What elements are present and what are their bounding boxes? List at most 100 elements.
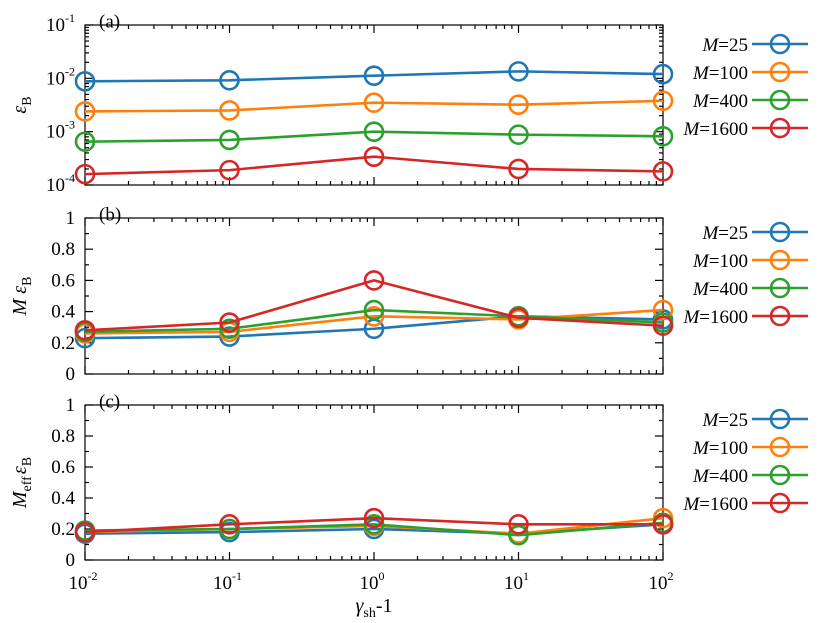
data-point (652, 90, 674, 112)
data-point (508, 61, 529, 82)
data-point (363, 514, 385, 535)
data-point (508, 124, 529, 145)
panel-c: (c) 0 0.2 0.4 0.6 0.8 1 10-2 10-1 100 101 102 MeffεB… (9, 391, 808, 621)
data-point (219, 312, 240, 333)
y-tick-label: 0.2 (51, 333, 75, 354)
legend-entry: M=100 (692, 249, 808, 272)
legend-label: M=1600 (682, 307, 748, 328)
series-m-400 (74, 121, 674, 152)
data-point (652, 161, 674, 182)
y-tick-label: 0.8 (51, 426, 75, 447)
y-tick-label: 0 (66, 364, 76, 385)
y-tick-label: 0.6 (51, 270, 75, 291)
panel-label: (a) (99, 11, 120, 32)
data-point (652, 315, 674, 336)
data-point (652, 125, 674, 147)
legend-entry: M=1600 (682, 117, 808, 140)
data-point (508, 307, 529, 329)
y-tick-label: 1 (66, 208, 76, 229)
series-m-25 (74, 61, 674, 92)
legend-label: M=25 (701, 35, 748, 56)
data-point (363, 299, 385, 321)
data-point (652, 63, 674, 85)
legend-entry: M=1600 (682, 492, 808, 515)
data-point (508, 158, 529, 180)
data-point (508, 94, 529, 116)
series-line (84, 521, 664, 537)
series-line (84, 516, 663, 534)
y-tick-label: 0.4 (51, 488, 75, 509)
data-point (508, 514, 529, 535)
legend-entry: M=1600 (682, 305, 808, 328)
series-m-1600 (74, 146, 674, 185)
y-tick-label: 0 (66, 550, 76, 571)
legend-entry: M=100 (692, 436, 808, 459)
legend-entry: M=400 (692, 464, 808, 487)
data-point (363, 507, 385, 529)
legend-entry: M=400 (692, 89, 808, 112)
data-point (219, 129, 240, 151)
data-point (363, 146, 385, 167)
panel-b: (b) 0 0.2 0.4 0.6 0.8 1 M εB M=25 M=100 M=400 M=160… (9, 204, 808, 385)
legend-label: M=400 (692, 466, 748, 487)
legend-label: M=100 (692, 438, 748, 459)
legend-entry: M=400 (692, 277, 808, 300)
y-axis-label: MeffεB (9, 457, 35, 509)
data-point (363, 65, 385, 87)
legend-swatch-marker (769, 221, 791, 243)
data-point (74, 101, 96, 122)
y-tick-label: 1 (66, 395, 76, 416)
data-point (219, 159, 240, 181)
data-point (219, 69, 240, 91)
x-tick-label: 100 (360, 569, 385, 594)
legend-swatch-marker (769, 61, 791, 83)
legend-swatch-marker (769, 89, 791, 111)
y-tick-label: 0.2 (51, 519, 75, 540)
series-line (84, 130, 664, 143)
x-tick-label: 10-2 (69, 569, 98, 594)
data-point (363, 270, 385, 291)
legend-entry: M=100 (692, 61, 808, 84)
series-m-100 (74, 90, 674, 122)
data-point (652, 514, 674, 535)
legend-swatch-marker (769, 305, 791, 327)
legend-entry: M=25 (701, 221, 808, 244)
legend-swatch-marker (769, 464, 791, 486)
legend-swatch-marker (769, 436, 791, 458)
y-tick-label: 10-3 (46, 118, 75, 143)
plot-frame (84, 217, 664, 375)
legend-label: M=100 (692, 251, 748, 272)
legend-label: M=25 (701, 410, 748, 431)
series-line (84, 308, 664, 335)
x-tick-label: 101 (504, 569, 529, 594)
x-tick-label: 102 (649, 569, 674, 594)
legend-label: M=25 (701, 223, 748, 244)
legend-label: M=400 (692, 279, 748, 300)
legend-label: M=100 (692, 63, 748, 84)
legend-swatch-marker (769, 249, 791, 271)
data-point (74, 521, 96, 543)
x-axis-label: γsh-1 (355, 595, 392, 621)
data-point (74, 320, 96, 341)
panel-label: (c) (99, 391, 120, 412)
y-tick-label: 0.4 (51, 302, 75, 323)
legend-swatch-marker (769, 33, 791, 55)
data-point (219, 318, 240, 340)
legend-swatch-marker (769, 117, 791, 139)
series-m-1600 (74, 507, 674, 543)
data-point (508, 524, 529, 546)
data-point (219, 100, 240, 121)
plot-frame (84, 24, 664, 186)
y-axis-label: εB (9, 96, 35, 113)
data-point (363, 305, 385, 327)
legend-label: M=400 (692, 91, 748, 112)
series-line (84, 155, 664, 176)
legend-entry: M=25 (701, 408, 808, 431)
legend-label: M=1600 (682, 494, 748, 515)
data-point (74, 70, 96, 92)
y-tick-label: 0.6 (51, 457, 75, 478)
series-line (84, 70, 664, 83)
data-point (363, 121, 385, 142)
data-point (74, 131, 96, 152)
legend-swatch-marker (769, 408, 791, 430)
